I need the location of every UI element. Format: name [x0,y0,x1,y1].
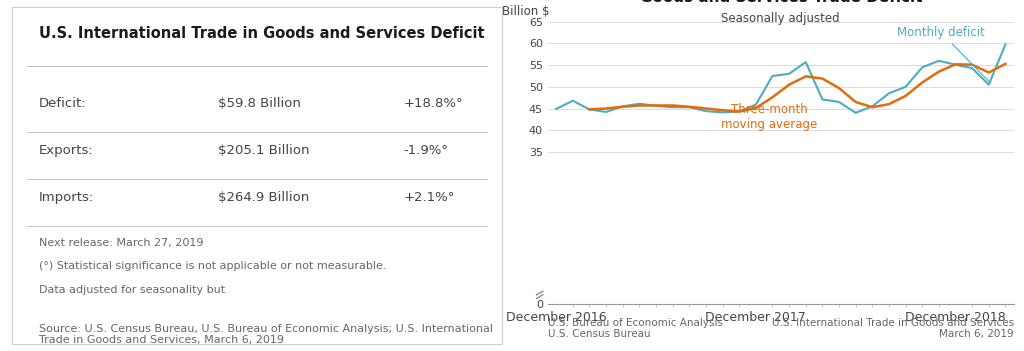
Text: Next release: March 27, 2019: Next release: March 27, 2019 [39,238,204,248]
Text: Data adjusted for seasonality but: Data adjusted for seasonality but [39,285,228,295]
Text: Deficit:: Deficit: [39,97,87,110]
Text: Monthly deficit: Monthly deficit [897,26,990,83]
Text: +18.8%°: +18.8%° [403,97,464,110]
Text: Goods and Services Trade Deficit: Goods and Services Trade Deficit [640,0,922,5]
Text: -1.9%°: -1.9%° [403,144,449,157]
Text: U.S. Bureau of Economic Analysis
U.S. Census Bureau: U.S. Bureau of Economic Analysis U.S. Ce… [548,318,723,339]
Text: Exports:: Exports: [39,144,94,157]
Text: Seasonally adjusted: Seasonally adjusted [722,12,840,25]
Text: U.S. International Trade in Goods and Services
March 6, 2019: U.S. International Trade in Goods and Se… [772,318,1014,339]
Text: U.S. International Trade in Goods and Services Deficit: U.S. International Trade in Goods and Se… [39,26,484,41]
Text: +2.1%°: +2.1%° [403,191,456,204]
Text: Imports:: Imports: [39,191,94,204]
Text: not: not [731,285,753,295]
Text: (°) Statistical significance is not applicable or not measurable.: (°) Statistical significance is not appl… [39,261,387,271]
Text: $264.9 Billion: $264.9 Billion [218,191,309,204]
Text: $205.1 Billion: $205.1 Billion [218,144,309,157]
Text: price changes: price changes [799,285,881,295]
Text: Three-month
moving average: Three-month moving average [721,103,817,131]
Text: Source: U.S. Census Bureau, U.S. Bureau of Economic Analysis; U.S. International: Source: U.S. Census Bureau, U.S. Bureau … [39,324,494,345]
Text: $59.8 Billion: $59.8 Billion [218,97,301,110]
Text: Billion $: Billion $ [502,5,549,18]
